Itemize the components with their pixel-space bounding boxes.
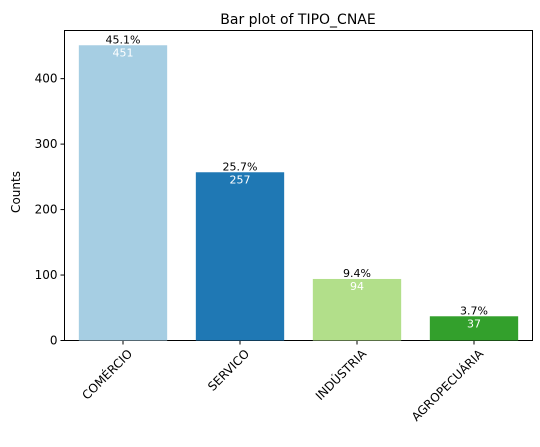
bar-percent-label: 9.4% [343, 267, 371, 280]
x-tick-label: AGROPECUÁRIA [408, 345, 487, 424]
plot-area-frame [64, 30, 533, 341]
x-axis-ticks: COMÉRCIO SERVICO INDÚSTRIA AGROPECUÁRIA [79, 340, 487, 424]
bar [312, 278, 402, 341]
y-axis-label: Counts [9, 171, 23, 213]
x-tick-label: COMÉRCIO [79, 346, 135, 402]
y-tick-label: 200 [35, 203, 58, 217]
x-tick-label: INDÚSTRIA [312, 345, 370, 403]
y-axis-ticks: 0 100 200 300 400 [35, 72, 65, 348]
bar [78, 45, 168, 341]
chart-title: Bar plot of TIPO_CNAE [220, 12, 375, 28]
bar-value-label: 451 [113, 46, 134, 59]
bar-percent-label: 25.7% [223, 160, 258, 173]
bar-value-label: 94 [350, 280, 364, 293]
y-tick-label: 400 [35, 72, 58, 86]
bar-value-label: 37 [467, 317, 481, 330]
y-tick-label: 0 [50, 334, 58, 348]
y-tick-label: 300 [35, 137, 58, 151]
x-tick-label: SERVICO [205, 347, 252, 394]
bar [195, 172, 285, 341]
bar [429, 316, 519, 341]
bar-percent-label: 3.7% [460, 304, 488, 317]
bars-group: 45.1%451 25.7%257 9.4%94 3.7%37 [78, 33, 519, 341]
bar-percent-label: 45.1% [106, 33, 141, 46]
y-tick-label: 100 [35, 268, 58, 282]
bar-value-label: 257 [230, 173, 251, 186]
